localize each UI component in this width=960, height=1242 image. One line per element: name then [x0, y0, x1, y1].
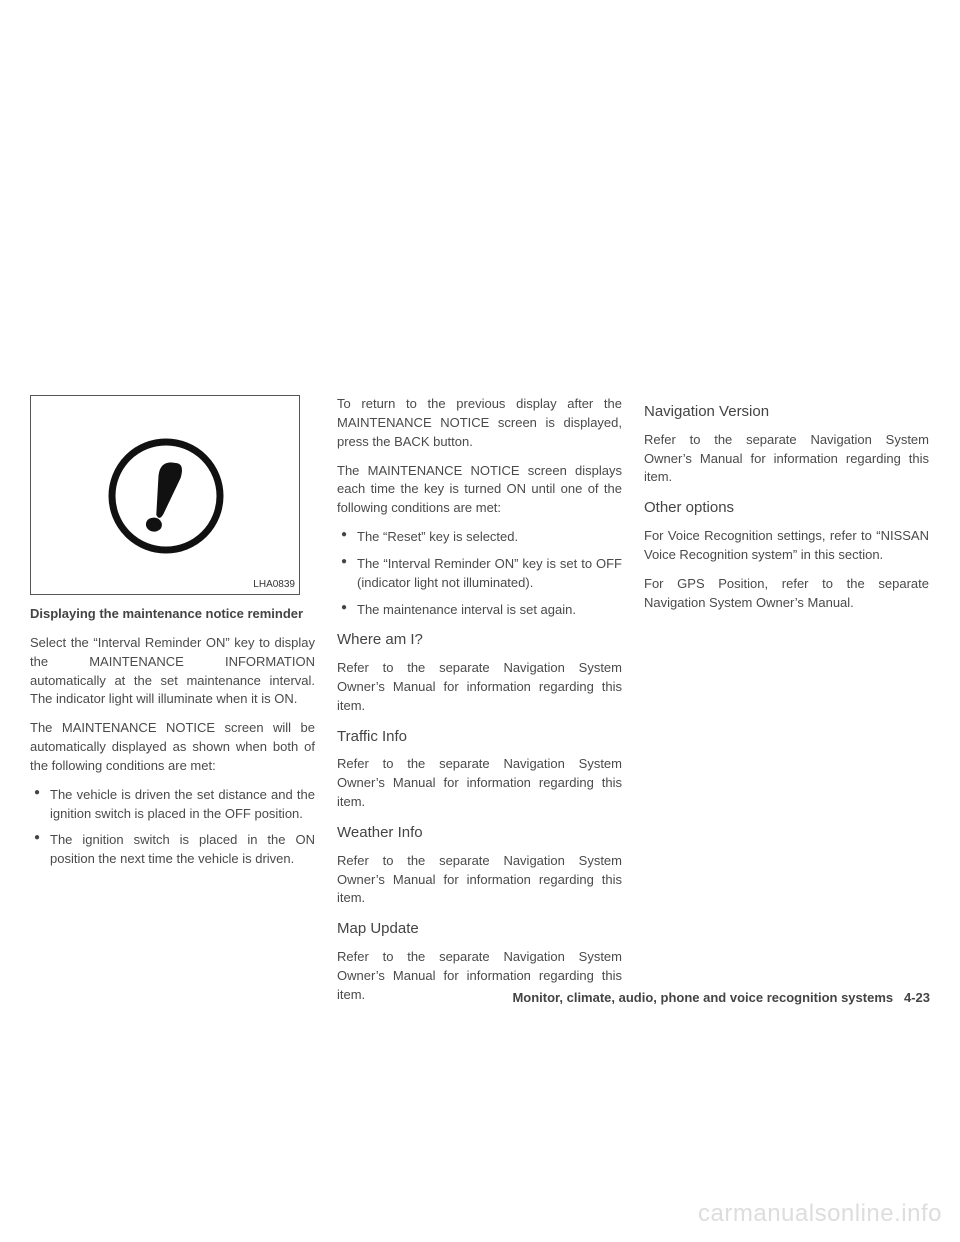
column-2: To return to the previous display after …	[337, 395, 622, 1015]
footer-section: Monitor, climate, audio, phone and voice…	[512, 990, 893, 1005]
exclamation-icon	[106, 436, 226, 556]
footer-page-number: 4-23	[904, 990, 930, 1005]
figure-label: LHA0839	[253, 578, 295, 593]
body-text: Refer to the separate Navigation System …	[644, 431, 929, 488]
heading-weather-info: Weather Info	[337, 822, 622, 844]
bullet-list: The vehicle is driven the set distance a…	[30, 786, 315, 869]
body-text: For Voice Recognition settings, refer to…	[644, 527, 929, 565]
list-item: The maintenance interval is set again.	[337, 601, 622, 620]
body-text: Refer to the separate Navigation System …	[337, 659, 622, 716]
page-content: LHA0839 Displaying the maintenance notic…	[30, 395, 930, 1015]
list-item: The vehicle is driven the set distance a…	[30, 786, 315, 824]
list-item: The “Interval Reminder ON” key is set to…	[337, 555, 622, 593]
page-footer: Monitor, climate, audio, phone and voice…	[512, 990, 930, 1005]
column-1: LHA0839 Displaying the maintenance notic…	[30, 395, 315, 1015]
body-text: To return to the previous display after …	[337, 395, 622, 452]
heading-other-options: Other options	[644, 497, 929, 519]
subsection-title: Displaying the maintenance notice remind…	[30, 605, 315, 624]
body-text: Refer to the separate Navigation System …	[337, 852, 622, 909]
body-text: Refer to the separate Navigation System …	[337, 755, 622, 812]
bullet-list: The “Reset” key is selected. The “Interv…	[337, 528, 622, 619]
watermark: carmanualsonline.info	[698, 1200, 942, 1228]
heading-navigation-version: Navigation Version	[644, 401, 929, 423]
body-text: For GPS Position, refer to the separate …	[644, 575, 929, 613]
list-item: The ignition switch is placed in the ON …	[30, 831, 315, 869]
list-item: The “Reset” key is selected.	[337, 528, 622, 547]
heading-map-update: Map Update	[337, 918, 622, 940]
body-text: Select the “Interval Reminder ON” key to…	[30, 634, 315, 709]
heading-where-am-i: Where am I?	[337, 629, 622, 651]
body-text: The MAINTENANCE NOTICE screen displays e…	[337, 462, 622, 519]
maintenance-notice-figure: LHA0839	[30, 395, 300, 595]
body-text: The MAINTENANCE NOTICE screen will be au…	[30, 719, 315, 776]
heading-traffic-info: Traffic Info	[337, 726, 622, 748]
column-3: Navigation Version Refer to the separate…	[644, 395, 929, 1015]
